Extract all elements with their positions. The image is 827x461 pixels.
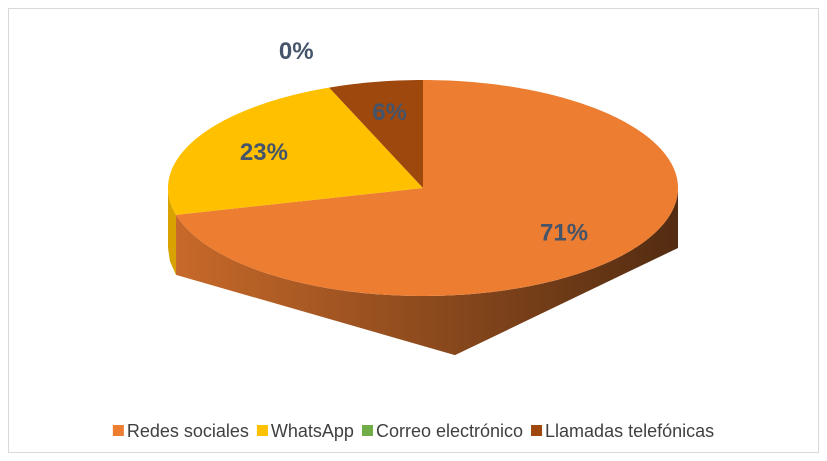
slice-side: [168, 188, 177, 275]
slice: [168, 87, 423, 215]
slice: [329, 87, 423, 188]
slice-side: [176, 188, 678, 356]
data-label: 71%: [540, 220, 588, 247]
legend-label: WhatsApp: [271, 421, 354, 441]
data-label: 23%: [240, 139, 288, 166]
data-label: 6%: [372, 99, 407, 126]
slice: [329, 80, 423, 188]
legend-label: Redes sociales: [127, 421, 249, 441]
legend-swatch: [256, 425, 268, 436]
legend-swatch: [531, 425, 543, 436]
slice: [176, 80, 678, 296]
legend-swatch: [361, 425, 373, 436]
legend-label: Correo electrónico: [376, 421, 523, 441]
legend-swatch: [112, 425, 124, 436]
data-label: 0%: [279, 38, 314, 65]
legend-label: Llamadas telefónicas: [545, 421, 714, 441]
